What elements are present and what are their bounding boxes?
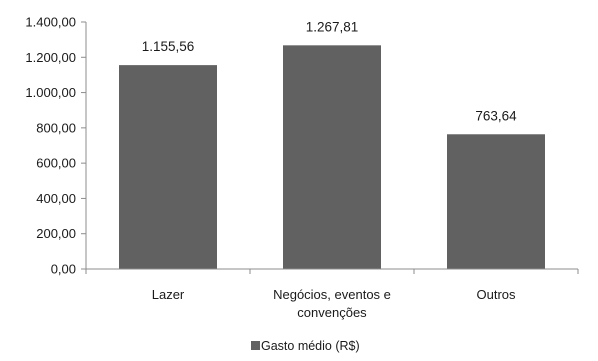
bar [447, 134, 545, 269]
bars: 1.155,56 1.267,81 763,64 [119, 19, 545, 270]
y-tick-label: 400,00 [36, 191, 76, 206]
x-category-label-line: convenções [297, 305, 367, 320]
legend-label: Gasto médio (R$) [261, 339, 360, 353]
y-tick-label: 600,00 [36, 156, 76, 171]
x-category-label: Negócios, eventos e convenções [273, 287, 391, 320]
y-tick-label: 200,00 [36, 226, 76, 241]
bar [119, 65, 217, 270]
x-category-label-line: Outros [476, 287, 516, 302]
data-label: 1.267,81 [306, 19, 359, 34]
x-category-label-line: Negócios, eventos e [273, 287, 391, 302]
legend-swatch [251, 341, 260, 350]
y-tick-label: 1.000,00 [25, 85, 76, 100]
x-category-label: Outros [476, 287, 516, 302]
data-label: 763,64 [475, 108, 517, 123]
bar [283, 45, 381, 269]
y-tick-label: 0,00 [51, 262, 76, 277]
legend: Gasto médio (R$) [251, 339, 360, 353]
y-axis: 0,00 200,00 400,00 600,00 800,00 1.000,00 1.20… [25, 15, 87, 277]
y-tick-label: 1.400,00 [25, 15, 76, 30]
x-category-label-line: Lazer [152, 287, 185, 302]
y-tick-label: 1.200,00 [25, 50, 76, 65]
x-category-label: Lazer [152, 287, 185, 302]
x-axis: Lazer Negócios, eventos e convenções Outros [85, 268, 579, 320]
y-tick-label: 800,00 [36, 120, 76, 135]
data-label: 1.155,56 [142, 39, 195, 54]
